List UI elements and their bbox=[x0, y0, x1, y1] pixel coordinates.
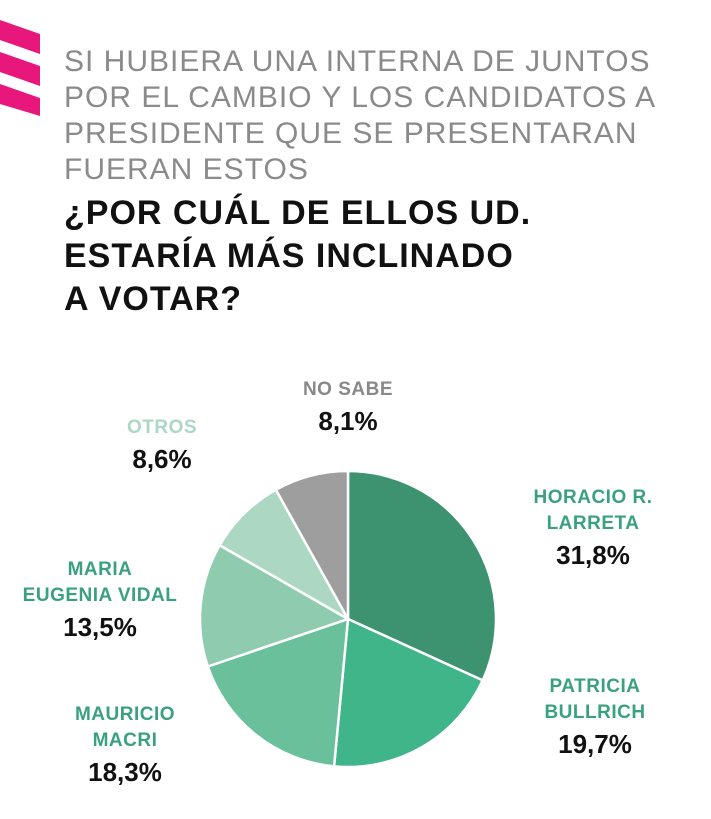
slice-value-otros: 8,6% bbox=[132, 444, 192, 474]
pie-slice-larreta bbox=[346, 469, 498, 682]
pie-slice-bullrich bbox=[332, 617, 484, 769]
brand-mark-stripe-3 bbox=[0, 84, 40, 116]
brand-logo-marks bbox=[0, 20, 40, 116]
brand-mark-stripe-1 bbox=[0, 20, 40, 54]
slice-value-vidal: 13,5% bbox=[63, 612, 137, 642]
slice-name-otros: OTROS bbox=[126, 417, 198, 438]
survey-question: ¿POR CUÁL DE ELLOS UD. ESTARÍA MÁS INCLI… bbox=[64, 194, 532, 318]
brand-mark-stripe-2 bbox=[0, 52, 40, 86]
legend-label-larreta: HORACIO R. LARRETA 31,8% bbox=[505, 485, 681, 573]
slice-value-nosabe: 8,1% bbox=[318, 406, 378, 436]
pie-slice-nosabe bbox=[274, 469, 350, 621]
legend-label-bullrich: PATRICIA BULLRICH 19,7% bbox=[510, 674, 680, 762]
legend-label-otros: OTROS 8,6% bbox=[82, 415, 242, 477]
slice-name-macri: MAURICIO MACRI bbox=[74, 704, 176, 751]
slice-value-bullrich: 19,7% bbox=[558, 729, 632, 759]
slice-value-macri: 18,3% bbox=[88, 757, 162, 787]
slice-name-vidal: MARIA EUGENIA VIDAL bbox=[22, 559, 178, 606]
legend-label-vidal: MARIA EUGENIA VIDAL 13,5% bbox=[0, 557, 200, 645]
slice-name-nosabe: NO SABE bbox=[302, 379, 394, 400]
slice-name-bullrich: PATRICIA BULLRICH bbox=[544, 676, 646, 723]
slice-name-larreta: HORACIO R. LARRETA bbox=[533, 487, 653, 534]
survey-context-text: SI HUBIERA UNA INTERNA DE JUNTOS POR EL … bbox=[64, 45, 657, 186]
pie-slice-vidal bbox=[198, 544, 350, 668]
legend-label-macri: MAURICIO MACRI 18,3% bbox=[40, 702, 210, 790]
legend-label-nosabe: NO SABE 8,1% bbox=[258, 377, 438, 439]
slice-value-larreta: 31,8% bbox=[556, 540, 630, 570]
